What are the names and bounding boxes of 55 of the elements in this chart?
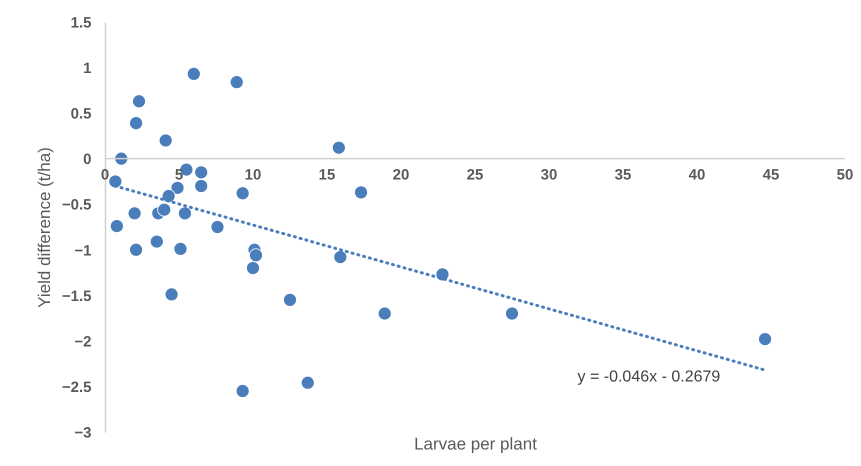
point xyxy=(246,261,260,275)
point xyxy=(170,180,184,195)
point xyxy=(110,219,124,233)
y-axis-title: Yield difference (t/ha) xyxy=(34,147,54,308)
point xyxy=(333,250,348,264)
x-tick-label: 25 xyxy=(466,166,484,184)
x-tick-label: 40 xyxy=(688,166,706,184)
point xyxy=(505,306,519,320)
x-tick-label: 20 xyxy=(392,166,410,184)
y-tick-label: 0 xyxy=(83,151,92,168)
y-tick-label: −1 xyxy=(74,242,92,260)
y-tick-label: −0.5 xyxy=(62,196,92,214)
point xyxy=(194,179,208,193)
point xyxy=(230,75,244,90)
point xyxy=(129,116,143,130)
point xyxy=(162,189,176,203)
point xyxy=(157,202,172,217)
y-tick-label: 1 xyxy=(83,60,92,78)
point xyxy=(758,332,772,346)
x-tick-label: 45 xyxy=(762,166,780,184)
annotation: y = -0.046x - 0.2679 xyxy=(578,368,720,386)
y-tick-label: −2.5 xyxy=(62,378,92,396)
x-tick-label: 0 xyxy=(100,166,110,184)
point xyxy=(332,140,346,155)
point xyxy=(174,242,188,256)
point xyxy=(158,134,173,148)
point xyxy=(210,220,224,234)
x-axis-title: Larvae per plant xyxy=(414,434,538,454)
x-tick-label: 10 xyxy=(244,166,262,184)
y-tick-label: −3 xyxy=(74,424,92,442)
point xyxy=(300,376,315,390)
x-tick-label: 35 xyxy=(614,166,632,184)
point xyxy=(194,165,208,180)
point xyxy=(249,248,263,262)
point xyxy=(236,186,250,200)
point xyxy=(186,67,201,81)
y-tick-label: 1.5 xyxy=(70,14,92,32)
point xyxy=(378,306,392,320)
point xyxy=(236,384,250,398)
point xyxy=(108,174,122,188)
point xyxy=(354,185,368,200)
point xyxy=(150,234,164,248)
x-tick-label: 50 xyxy=(836,166,854,184)
point xyxy=(283,292,297,307)
y-tick-label: −2 xyxy=(74,333,92,350)
point xyxy=(164,288,179,302)
point xyxy=(128,206,142,220)
x-tick-label: 30 xyxy=(540,166,558,184)
point xyxy=(178,206,192,220)
y-tick-label: −1.5 xyxy=(62,288,92,305)
x-tick-label: 5 xyxy=(174,166,184,184)
y-tick-label: 0.5 xyxy=(70,106,92,123)
point xyxy=(132,94,146,108)
x-tick-label: 15 xyxy=(318,166,336,184)
point xyxy=(129,242,143,257)
